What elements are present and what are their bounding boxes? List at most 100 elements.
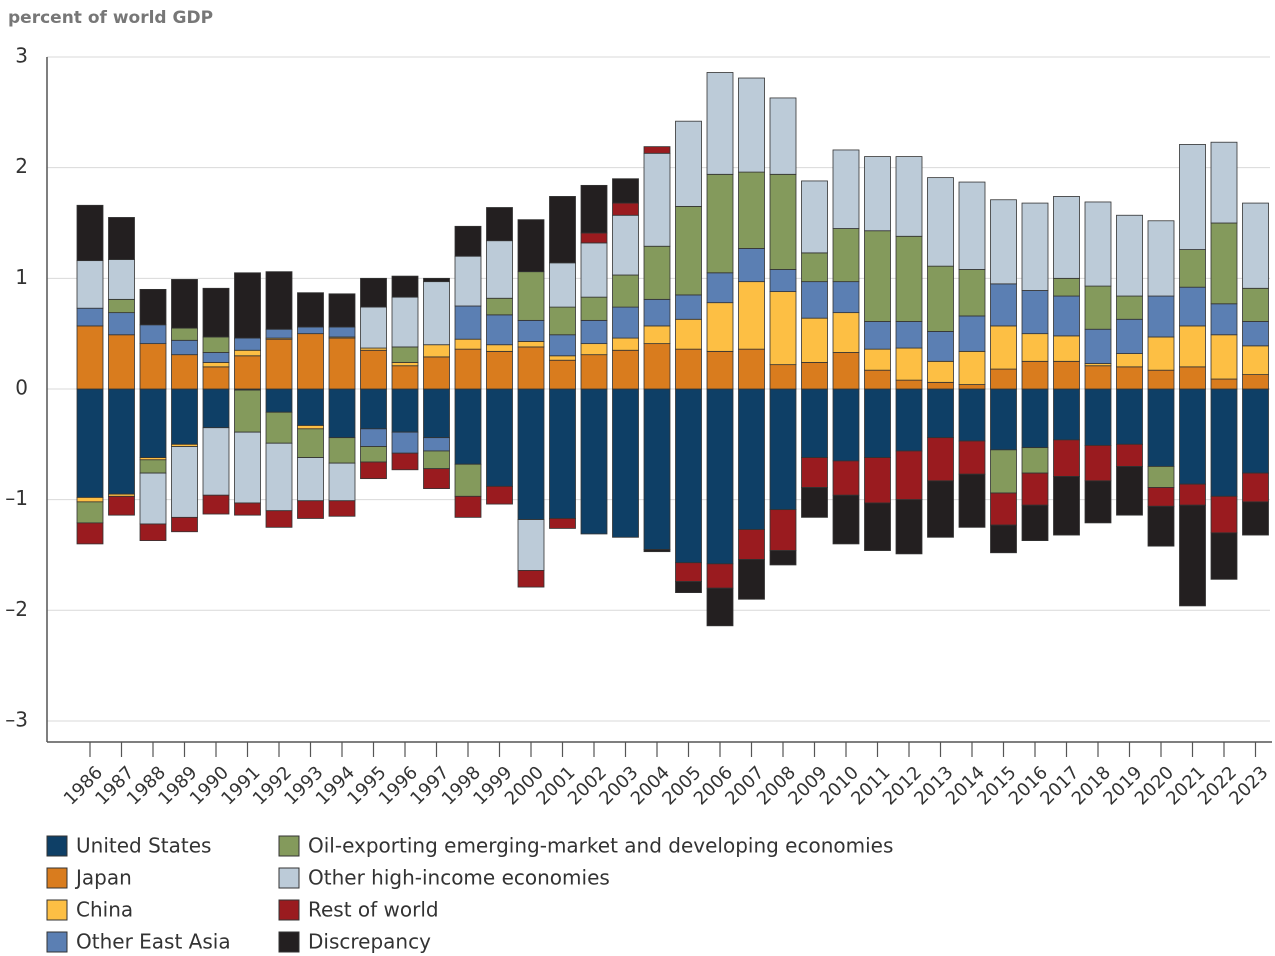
bar-segment xyxy=(958,384,986,390)
bar-segment xyxy=(612,337,639,351)
bar-segment xyxy=(391,362,419,367)
bar-segment xyxy=(1116,214,1143,297)
bar-segment xyxy=(139,324,167,345)
bar-segment xyxy=(832,281,860,314)
bar-segment xyxy=(990,199,1017,285)
bar-segment xyxy=(108,388,135,495)
bar-segment xyxy=(801,362,828,390)
bar-segment xyxy=(1242,287,1269,322)
bar-segment xyxy=(139,388,167,458)
bar-segment xyxy=(486,485,513,505)
y-tick-label: 2 xyxy=(15,154,28,178)
bar-segment xyxy=(706,350,734,390)
bar-segment xyxy=(202,388,230,429)
bar-segment xyxy=(927,177,954,267)
bar-segment xyxy=(202,494,230,515)
bar-segment xyxy=(1021,504,1049,541)
bar-segment xyxy=(990,283,1017,327)
bar-segment xyxy=(517,388,545,520)
bar-segment xyxy=(738,77,765,173)
bar-segment xyxy=(549,262,576,308)
bar-segment xyxy=(706,173,734,274)
bar-segment xyxy=(1210,532,1238,580)
bar-segment xyxy=(1210,334,1238,380)
bar-segment xyxy=(1116,295,1143,320)
bar-segment xyxy=(234,349,261,357)
bar-segment xyxy=(360,461,387,480)
bar-segment xyxy=(108,298,135,314)
bar-segment xyxy=(612,214,639,276)
bar-segment xyxy=(297,292,324,328)
bar-segment xyxy=(549,334,576,357)
bar-segment xyxy=(1179,388,1206,485)
bar-segment xyxy=(706,72,734,175)
bar-segment xyxy=(1021,290,1049,335)
bar-segment xyxy=(769,291,797,366)
legend-label: Discrepancy xyxy=(308,930,431,954)
bar-segment xyxy=(1147,466,1175,488)
bar-segment xyxy=(990,449,1017,494)
bar-segment xyxy=(927,437,954,482)
bar-segment xyxy=(990,524,1017,554)
bar-segment xyxy=(454,463,482,497)
bar-segment xyxy=(265,271,293,330)
bar-segment xyxy=(1116,353,1143,368)
bar-segment xyxy=(202,287,230,338)
bar-segment xyxy=(423,450,450,470)
bar-segment xyxy=(1053,360,1080,390)
bar-segment xyxy=(328,293,356,328)
bar-segment xyxy=(549,196,576,264)
bar-segment xyxy=(958,440,986,475)
bar-segment xyxy=(643,343,671,390)
legend-swatch xyxy=(278,867,300,889)
bar-segment xyxy=(297,326,324,335)
bar-segment xyxy=(1179,366,1206,390)
bar-segment xyxy=(1179,483,1206,506)
bar-segment xyxy=(958,315,986,352)
bar-segment xyxy=(139,459,167,474)
bar-segment xyxy=(612,306,639,339)
bar-segment xyxy=(139,523,167,541)
bar-segment xyxy=(234,502,261,516)
bar-segment xyxy=(486,388,513,487)
bar-segment xyxy=(486,344,513,352)
bar-segment xyxy=(864,321,891,350)
bar-segment xyxy=(1084,328,1112,364)
bar-segment xyxy=(769,173,797,270)
bar-segment xyxy=(801,317,828,363)
bar-segment xyxy=(580,343,608,356)
bar-segment xyxy=(454,338,482,350)
bar-segment xyxy=(832,388,860,462)
bar-segment xyxy=(738,529,765,560)
bar-segment xyxy=(643,298,671,327)
bar-segment xyxy=(864,502,891,551)
bar-segment xyxy=(769,269,797,293)
bar-segment xyxy=(171,446,198,518)
bar-segment xyxy=(1053,476,1080,536)
bar-segment xyxy=(1021,472,1049,506)
bar-segment xyxy=(517,219,545,273)
bar-segment xyxy=(391,275,419,298)
bar-segment xyxy=(675,388,702,564)
bar-segment xyxy=(612,274,639,308)
bar-segment xyxy=(171,354,198,390)
bar-segment xyxy=(706,563,734,589)
bar-segment xyxy=(1116,466,1143,516)
bar-segment xyxy=(171,388,198,445)
bar-segment xyxy=(517,271,545,321)
bar-segment xyxy=(297,428,324,458)
bar-segment xyxy=(423,281,450,346)
bar-segment xyxy=(1210,378,1238,390)
bar-segment xyxy=(675,581,702,594)
bar-segment xyxy=(1021,202,1049,291)
bar-segment xyxy=(297,457,324,502)
legend-label: China xyxy=(76,898,133,922)
bar-segment xyxy=(423,277,450,283)
bar-segment xyxy=(990,388,1017,451)
bar-segment xyxy=(265,510,293,528)
bar-segment xyxy=(927,388,954,439)
bar-segment xyxy=(265,328,293,339)
bar-segment xyxy=(1179,325,1206,368)
bar-segment xyxy=(643,152,671,247)
bar-segment xyxy=(1242,501,1269,536)
